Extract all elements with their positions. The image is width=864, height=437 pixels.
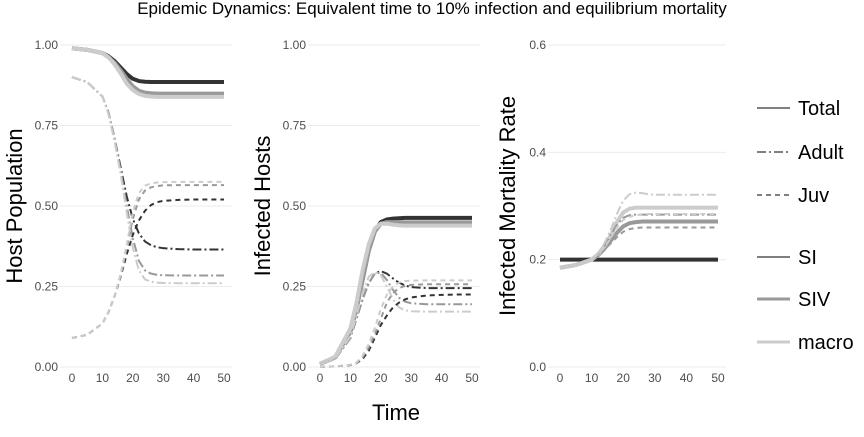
x-tick-label: 30 bbox=[648, 371, 662, 385]
legend-label-siv: SIV bbox=[798, 289, 831, 311]
y-tick-label: 0.00 bbox=[35, 360, 59, 374]
series-line-macro-total bbox=[71, 46, 224, 99]
legend-item-siv: SIV bbox=[757, 289, 831, 311]
y-axis-title-host-population: Host Population bbox=[2, 128, 27, 283]
x-tick-label: 0 bbox=[317, 371, 324, 385]
y-tick-label: 0.4 bbox=[529, 145, 546, 159]
panel-host-population: 0.00 0.25 0.50 0.75 1.00 0 10 20 30 40 50 Host Pop… bbox=[2, 38, 232, 385]
y-tick-label: 0.2 bbox=[529, 253, 546, 267]
series-line-macro-juv bbox=[71, 180, 224, 339]
x-tick-label: 20 bbox=[617, 371, 631, 385]
series-line-si-juv bbox=[319, 293, 472, 368]
y-tick-label: 0.6 bbox=[529, 38, 546, 52]
legend-label-si: SI bbox=[798, 247, 817, 269]
x-tick-label: 30 bbox=[157, 371, 171, 385]
x-tick-label: 50 bbox=[217, 371, 231, 385]
series-line-siv-juv bbox=[319, 283, 472, 368]
y-tick-label: 0.25 bbox=[283, 280, 307, 294]
x-tick-label: 10 bbox=[585, 371, 599, 385]
x-tick-label: 50 bbox=[465, 371, 479, 385]
x-tick-label: 0 bbox=[69, 371, 76, 385]
legend-item-total: Total bbox=[757, 98, 840, 120]
series-line-si-juv bbox=[71, 198, 224, 339]
series-line-si-adult bbox=[71, 76, 224, 251]
y-tick-label: 0.75 bbox=[283, 119, 307, 133]
y-tick-label: 0.75 bbox=[35, 119, 59, 133]
legend-item-adult: Adult bbox=[757, 142, 844, 164]
series-line-macro-juv bbox=[319, 279, 472, 368]
legend-label-adult: Adult bbox=[798, 142, 844, 164]
y-tick-label: 1.00 bbox=[283, 38, 307, 52]
y-axis-title-infected-hosts: Infected Hosts bbox=[250, 136, 275, 277]
x-tick-label: 10 bbox=[96, 371, 110, 385]
series-line-siv-juv bbox=[71, 184, 224, 339]
legend-label-juv: Juv bbox=[798, 185, 829, 207]
legend-label-total: Total bbox=[798, 98, 840, 120]
series-line-macro-total bbox=[319, 221, 472, 366]
x-tick-label: 40 bbox=[187, 371, 201, 385]
y-tick-label: 0.50 bbox=[35, 199, 59, 213]
series-line-macro-juv bbox=[559, 213, 718, 269]
x-tick-label: 50 bbox=[711, 371, 725, 385]
y-tick-label: 0.25 bbox=[35, 280, 59, 294]
y-tick-label: 0.00 bbox=[283, 360, 307, 374]
series-line-siv-total bbox=[71, 46, 224, 96]
x-tick-label: 10 bbox=[344, 371, 358, 385]
legend-item-juv: Juv bbox=[757, 185, 829, 207]
x-axis-title: Time bbox=[372, 400, 420, 425]
y-tick-label: 0.0 bbox=[529, 360, 546, 374]
y-axis-title-infected-mortality-rate: Infected Mortality Rate bbox=[495, 96, 520, 316]
y-tick-label: 0.50 bbox=[283, 199, 307, 213]
series-line-macro-adult bbox=[559, 191, 718, 269]
x-tick-label: 40 bbox=[435, 371, 449, 385]
legend-item-macro: macro bbox=[757, 332, 854, 354]
legend: Total Adult Juv SI SIV macro bbox=[757, 98, 854, 354]
series-line-macro-adult bbox=[71, 76, 224, 285]
x-tick-label: 0 bbox=[557, 371, 564, 385]
x-tick-label: 40 bbox=[680, 371, 694, 385]
chart-title: Epidemic Dynamics: Equivalent time to 10… bbox=[137, 0, 727, 18]
y-tick-label: 1.00 bbox=[35, 38, 59, 52]
legend-item-si: SI bbox=[757, 247, 817, 269]
panel-infected-hosts: 0.00 0.25 0.50 0.75 1.00 0 10 20 30 40 50 Infected… bbox=[250, 38, 480, 385]
x-tick-label: 30 bbox=[405, 371, 419, 385]
legend-label-macro: macro bbox=[798, 332, 854, 354]
panel-infected-mortality-rate: 0.0 0.2 0.4 0.6 0 10 20 30 40 50 Infected Mortali… bbox=[495, 38, 726, 385]
series-line-macro-adult bbox=[319, 271, 472, 366]
x-tick-label: 20 bbox=[374, 371, 388, 385]
series-line-siv-adult bbox=[71, 76, 224, 277]
x-tick-label: 20 bbox=[126, 371, 140, 385]
